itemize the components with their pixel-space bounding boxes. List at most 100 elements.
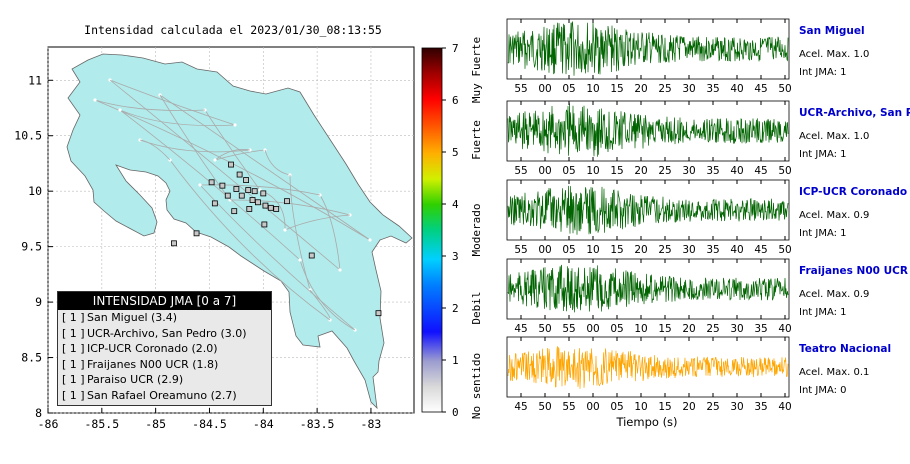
waveform-trace bbox=[507, 103, 789, 157]
lat-tick-label: 10.5 bbox=[14, 129, 42, 143]
intensity-legend: INTENSIDAD JMA [0 a 7] [ 1 ] San Miguel (… bbox=[57, 291, 272, 406]
legend-level: [ 1 ] bbox=[62, 373, 85, 386]
station-marker[interactable] bbox=[375, 310, 382, 317]
waveform-panel: 45 50 55 00 05 10 15 20 25 30 35 40 Fraijanes N00 UC… bbox=[506, 258, 908, 335]
station-marker[interactable] bbox=[236, 171, 243, 178]
time-tick-label: 30 bbox=[682, 244, 695, 256]
station-marker[interactable] bbox=[193, 230, 200, 237]
time-tick-label: 45 bbox=[514, 323, 527, 335]
waveform-trace bbox=[507, 264, 789, 313]
time-tick-label: 00 bbox=[586, 401, 599, 413]
waveform-trace bbox=[507, 346, 789, 389]
legend-station-label: Paraiso UCR (2.9) bbox=[87, 373, 184, 386]
time-tick-label: 15 bbox=[658, 323, 671, 335]
time-tick-label: 40 bbox=[778, 401, 791, 413]
time-tick-label: 00 bbox=[538, 83, 551, 95]
road-line bbox=[169, 159, 331, 321]
station-marker[interactable] bbox=[243, 177, 249, 183]
station-marker[interactable] bbox=[246, 206, 253, 212]
waveform-panel: 45 50 55 00 05 10 15 20 25 30 35 40 Teatro Nacional A… bbox=[506, 336, 891, 413]
station-marker[interactable] bbox=[238, 192, 245, 199]
road-line bbox=[299, 259, 356, 331]
time-tick-label: 40 bbox=[730, 244, 743, 256]
colorbar-tick-label: 4 bbox=[452, 198, 459, 211]
station-marker[interactable] bbox=[219, 182, 226, 189]
time-tick-label: 20 bbox=[682, 401, 695, 413]
station-marker[interactable] bbox=[308, 252, 315, 259]
station-marker[interactable] bbox=[224, 192, 231, 199]
time-tick-label: 10 bbox=[634, 323, 647, 335]
lat-tick-label: 8.5 bbox=[21, 351, 42, 365]
time-tick-label: 35 bbox=[706, 244, 719, 256]
legend-station-label: UCR-Archivo, San Pedro (3.0) bbox=[87, 326, 247, 340]
legend-row: [ 1 ] UCR-Archivo, San Pedro (3.0) bbox=[58, 326, 271, 342]
waveform-panels: 55 00 05 10 15 20 25 30 35 40 45 50 San Miguel Acel. … bbox=[506, 18, 910, 413]
lon-tick-label: -84.5 bbox=[192, 417, 227, 431]
station-marker[interactable] bbox=[284, 198, 290, 205]
time-tick-label: 10 bbox=[586, 244, 599, 256]
legend-station-label: San Miguel (3.4) bbox=[87, 311, 178, 324]
lon-tick-label: -85 bbox=[145, 417, 166, 431]
station-marker[interactable] bbox=[211, 200, 218, 207]
time-tick-label: 10 bbox=[586, 83, 599, 95]
time-tick-label: 00 bbox=[538, 165, 551, 177]
town-dot bbox=[368, 238, 372, 242]
time-tick-label: 50 bbox=[778, 244, 791, 256]
colorbar-tick-label: 1 bbox=[452, 354, 459, 367]
waveform-trace bbox=[507, 185, 789, 235]
lat-tick-label: 11 bbox=[28, 73, 42, 87]
station-marker[interactable] bbox=[255, 199, 261, 206]
time-tick-label: 15 bbox=[610, 165, 623, 177]
max-acceleration: Acel. Max. 0.1 bbox=[799, 367, 869, 378]
station-marker[interactable] bbox=[249, 197, 256, 203]
jma-intensity: Int JMA: 1 bbox=[799, 307, 847, 318]
legend-level: [ 1 ] bbox=[62, 311, 85, 324]
time-tick-label: 05 bbox=[562, 83, 575, 95]
time-tick-label: 35 bbox=[754, 401, 767, 413]
time-tick-label: 55 bbox=[514, 83, 527, 95]
time-tick-label: 15 bbox=[658, 401, 671, 413]
station-marker[interactable] bbox=[245, 187, 252, 193]
lon-tick-label: -83 bbox=[361, 417, 382, 431]
station-marker[interactable] bbox=[267, 204, 274, 211]
station-marker[interactable] bbox=[262, 202, 269, 209]
time-tick-label: 50 bbox=[778, 165, 791, 177]
colorbar-intensity-label: Moderado bbox=[470, 204, 483, 257]
time-tick-label: 30 bbox=[682, 83, 695, 95]
colorbar-tick-label: 7 bbox=[452, 42, 459, 55]
colorbar-intensity-label: Debil bbox=[470, 291, 483, 324]
station-marker[interactable] bbox=[260, 190, 267, 197]
time-tick-label: 05 bbox=[610, 401, 623, 413]
time-tick-label: 25 bbox=[658, 83, 671, 95]
jma-intensity: Int JMA: 1 bbox=[799, 228, 847, 239]
jma-intensity: Int JMA: 1 bbox=[799, 149, 847, 160]
station-marker[interactable] bbox=[273, 206, 280, 212]
time-tick-label: 30 bbox=[730, 401, 743, 413]
legend-level: [ 1 ] bbox=[62, 357, 85, 371]
road-line bbox=[319, 194, 341, 271]
time-tick-label: 25 bbox=[658, 165, 671, 177]
town-dot bbox=[198, 183, 202, 187]
station-marker[interactable] bbox=[231, 208, 238, 215]
time-tick-label: 20 bbox=[682, 323, 695, 335]
time-tick-label: 10 bbox=[586, 165, 599, 177]
lon-tick-label: -86 bbox=[38, 417, 59, 431]
time-tick-label: 35 bbox=[706, 83, 719, 95]
road-line bbox=[139, 139, 251, 153]
waveform-panel: 55 00 05 10 15 20 25 30 35 40 45 50 San Miguel Acel. … bbox=[506, 18, 869, 95]
station-marker[interactable] bbox=[171, 240, 177, 247]
time-tick-label: 20 bbox=[634, 83, 647, 95]
waveform-trace bbox=[507, 20, 789, 76]
time-tick-label: 25 bbox=[658, 244, 671, 256]
station-marker[interactable] bbox=[208, 179, 215, 186]
station-marker[interactable] bbox=[228, 161, 234, 168]
time-tick-label: 50 bbox=[538, 323, 551, 335]
colorbar-tick-label: 0 bbox=[452, 406, 459, 419]
max-acceleration: Acel. Max. 0.9 bbox=[799, 210, 869, 221]
station-marker[interactable] bbox=[261, 221, 268, 228]
time-tick-label: 50 bbox=[538, 401, 551, 413]
station-marker[interactable] bbox=[233, 186, 240, 192]
station-marker[interactable] bbox=[251, 188, 258, 195]
waveform-panel: 55 00 05 10 15 20 25 30 35 40 45 50 UCR-Archivo, San… bbox=[506, 100, 910, 177]
